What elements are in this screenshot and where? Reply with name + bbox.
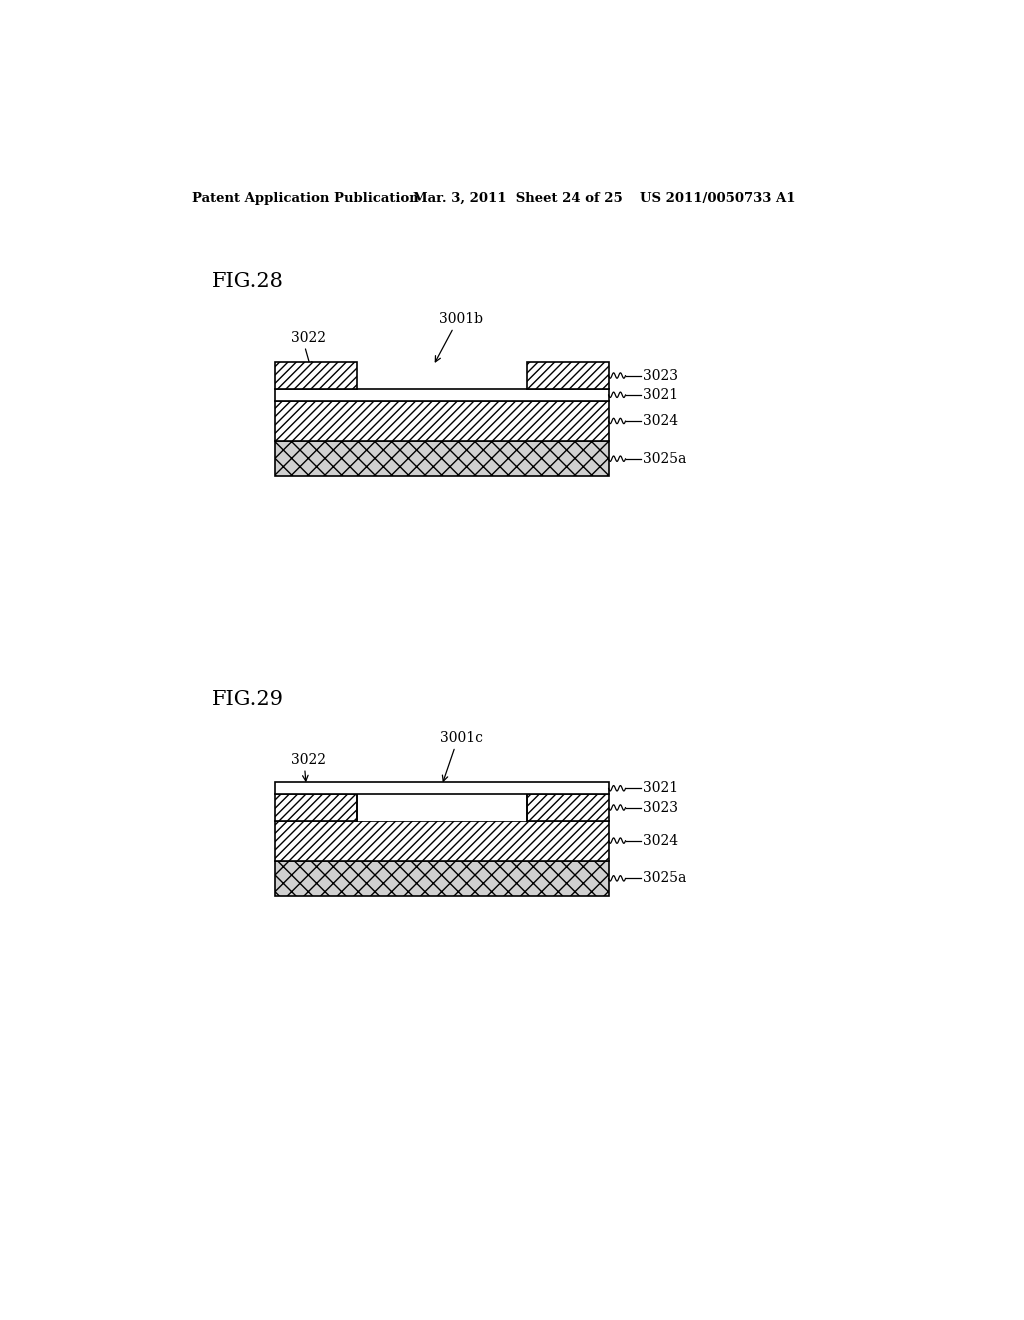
Bar [275,781,608,795]
Text: 3001c: 3001c [439,731,482,744]
Text: FIG.29: FIG.29 [212,689,284,709]
Text: 3001b: 3001b [439,313,483,326]
Text: Patent Application Publication: Patent Application Publication [191,191,418,205]
Bar [275,861,608,896]
Text: 3021: 3021 [643,781,679,795]
Text: 3022: 3022 [291,752,326,767]
Bar [275,795,356,821]
Bar [527,795,608,821]
Text: 3023: 3023 [643,368,678,383]
Text: FIG.28: FIG.28 [212,272,284,292]
Text: Mar. 3, 2011  Sheet 24 of 25: Mar. 3, 2011 Sheet 24 of 25 [414,191,623,205]
Text: 3022: 3022 [291,331,326,345]
Text: 3021: 3021 [643,388,679,401]
Text: 3024: 3024 [643,834,679,847]
Text: US 2011/0050733 A1: US 2011/0050733 A1 [640,191,795,205]
Bar [275,441,608,477]
Text: 3023: 3023 [643,800,678,814]
Bar [275,388,608,401]
Text: 3025a: 3025a [643,871,687,886]
Bar [275,821,608,861]
Bar [356,795,527,821]
Bar [275,401,608,441]
Bar [527,363,608,388]
Text: 3025a: 3025a [643,451,687,466]
Bar [275,363,356,388]
Text: 3024: 3024 [643,414,679,428]
